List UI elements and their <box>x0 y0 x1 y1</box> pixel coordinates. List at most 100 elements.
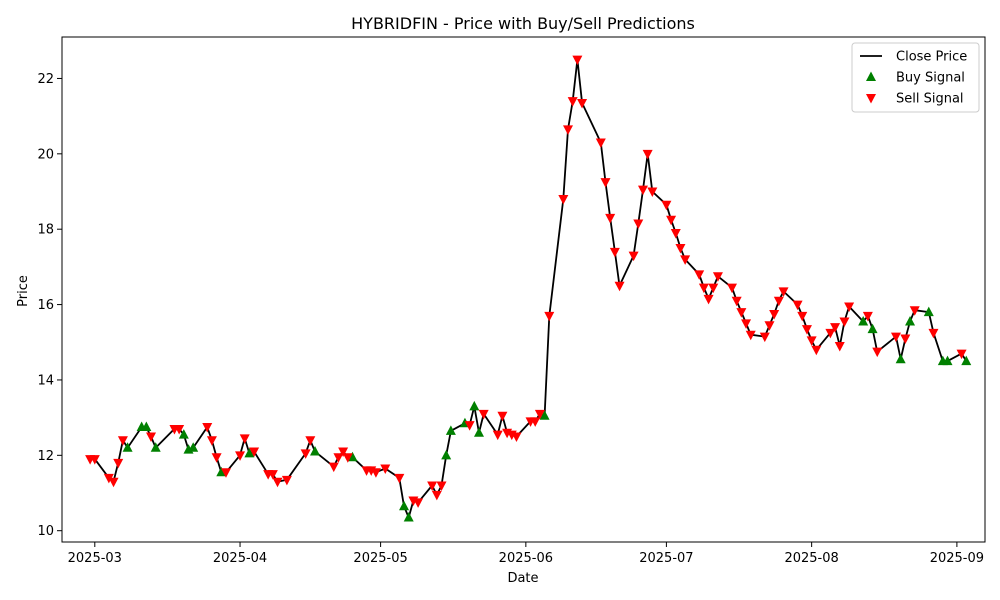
sell-signal-marker <box>202 423 213 433</box>
sell-signal-marker <box>530 417 541 427</box>
legend-label: Sell Signal <box>896 92 964 107</box>
buy-signal-marker <box>403 512 414 522</box>
sell-signal-marker <box>464 421 475 431</box>
sell-signal-marker <box>305 436 316 446</box>
sell-signal-marker <box>534 409 545 420</box>
sell-signal-marker <box>427 481 438 491</box>
legend-buy-swatch <box>866 71 876 81</box>
x-tick-label: 2025-07 <box>639 551 693 566</box>
buy-signal-marker <box>473 427 484 437</box>
buy-signal-marker <box>961 355 972 366</box>
sell-signal-marker <box>764 321 775 331</box>
sell-signal-marker <box>328 462 339 473</box>
buy-signal-marker <box>178 429 189 439</box>
sell-signal-marker <box>637 185 648 196</box>
sell-signal-marker <box>572 55 583 66</box>
sell-signal-marker <box>890 332 901 343</box>
y-tick-label: 14 <box>37 373 54 388</box>
x-tick-label: 2025-09 <box>930 551 984 566</box>
sell-signal-marker <box>614 281 625 292</box>
sell-signal-marker <box>206 436 217 446</box>
legend-label: Buy Signal <box>896 71 965 86</box>
sell-signal-marker <box>211 453 222 463</box>
sell-signal-marker <box>558 195 569 205</box>
sell-signal-marker <box>577 98 588 109</box>
sell-signal-marker <box>600 178 611 188</box>
sell-signal-marker <box>370 468 381 478</box>
sell-signal-marker <box>300 449 311 459</box>
buy-signal-marker <box>867 323 878 334</box>
sell-signal-marker <box>267 470 278 480</box>
buy-signal-marker <box>539 410 550 420</box>
chart-title: HYBRIDFIN - Price with Buy/Sell Predicti… <box>351 14 695 33</box>
sell-signal-marker <box>830 323 841 333</box>
buy-signal-marker <box>310 446 321 456</box>
sell-signal-marker <box>239 434 250 444</box>
sell-signal-marker <box>839 317 850 328</box>
sell-signal-marker <box>113 458 124 469</box>
legend: Close Price Buy Signal Sell Signal <box>851 42 980 113</box>
plot-area <box>85 55 972 522</box>
sell-signal-marker <box>708 283 719 294</box>
sell-signal-marker <box>146 432 157 442</box>
sell-signal-marker <box>698 283 709 294</box>
sell-signal-marker <box>497 411 508 422</box>
buy-signal-marker <box>347 451 358 462</box>
y-axis-label: Price <box>16 275 31 307</box>
buy-signal-marker <box>188 442 199 452</box>
sell-signal-marker <box>675 244 686 254</box>
y-tick-label: 10 <box>37 524 54 539</box>
buy-signal-marker <box>441 449 452 460</box>
legend-box <box>851 42 980 113</box>
sell-signal-marker <box>741 319 752 329</box>
sell-signal-marker <box>642 149 653 160</box>
sell-signal-marker <box>862 311 873 322</box>
sell-signal-marker <box>478 409 489 420</box>
sell-signal-marker <box>909 306 920 316</box>
sell-signal-marker <box>694 270 705 280</box>
sell-signal-marker <box>670 228 681 239</box>
sell-signal-marker <box>825 328 836 339</box>
sell-signal-marker <box>436 481 447 491</box>
buy-signal-marker <box>445 425 456 435</box>
sell-signal-marker <box>342 453 353 463</box>
sell-signal-marker <box>726 283 737 294</box>
y-axis: 10 12 14 16 18 20 22 <box>37 72 62 539</box>
x-tick-label: 2025-04 <box>213 551 267 566</box>
sell-signal-marker <box>806 336 817 346</box>
sell-signal-marker <box>731 296 742 307</box>
sell-signal-marker <box>492 430 503 441</box>
sell-signal-marker <box>811 345 822 356</box>
sell-signal-marker <box>872 347 883 358</box>
sell-signal-marker <box>844 302 855 312</box>
sell-signal-marker <box>956 349 967 360</box>
sell-signal-marker <box>778 287 789 297</box>
sell-signal-marker <box>666 215 677 226</box>
sell-signal-marker <box>333 453 344 463</box>
sell-signal-marker <box>703 294 714 305</box>
x-tick-label: 2025-05 <box>353 551 407 566</box>
sell-signal-marker <box>595 138 606 149</box>
sell-signal-marker <box>338 447 349 458</box>
buy-signal-marker <box>895 353 906 364</box>
sell-signal-marker <box>431 490 442 501</box>
x-tick-label: 2025-08 <box>784 551 838 566</box>
sell-signal-marker <box>736 308 747 318</box>
sell-signal-marker <box>108 477 119 488</box>
sell-signal-marker <box>117 436 128 446</box>
sell-signal-marker <box>769 309 780 320</box>
buy-signal-marker <box>150 442 161 452</box>
sell-signal-marker <box>511 432 522 442</box>
buy-signal-marker <box>216 466 227 477</box>
y-tick-label: 16 <box>37 298 54 313</box>
sell-signal-marker <box>413 498 424 508</box>
sell-signal-marker <box>928 328 939 339</box>
legend-label: Close Price <box>896 50 967 65</box>
legend-sell-swatch <box>866 94 876 104</box>
buy-signal-marker <box>469 400 480 411</box>
sell-signal-marker <box>567 97 578 107</box>
buy-signal-marker <box>942 355 953 366</box>
sell-signal-marker <box>563 125 574 135</box>
x-axis: 2025-03 2025-04 2025-05 2025-06 2025-07 2025-… <box>68 542 984 566</box>
